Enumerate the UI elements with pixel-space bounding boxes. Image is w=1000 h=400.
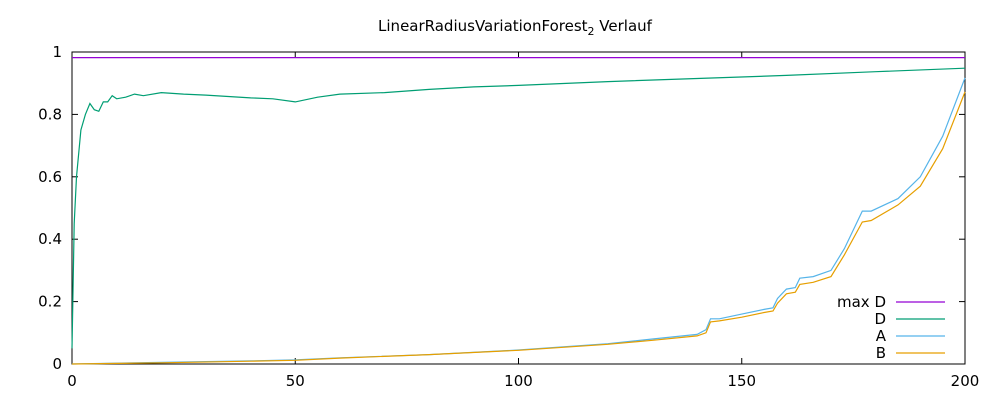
x-tick-label: 150 xyxy=(727,372,756,390)
series-line-b xyxy=(71,91,966,365)
x-tick-label: 0 xyxy=(67,372,77,390)
legend-label: B xyxy=(876,344,886,362)
legend-label: D xyxy=(874,310,886,328)
plot-border xyxy=(71,51,966,365)
x-tick-label: 100 xyxy=(504,372,533,390)
series-line-a xyxy=(71,77,966,365)
y-tick-label: 0 xyxy=(52,355,62,373)
y-tick-label: 0.8 xyxy=(38,105,62,123)
y-tick-label: 0.6 xyxy=(38,168,62,186)
y-tick-label: 0.4 xyxy=(38,230,62,248)
y-tick-label: 0.2 xyxy=(38,293,62,311)
legend-label: A xyxy=(876,327,887,345)
chart-title: LinearRadiusVariationForest2 Verlauf xyxy=(378,17,653,38)
x-tick-label: 200 xyxy=(951,372,980,390)
legend-label: max D xyxy=(837,293,886,311)
x-tick-label: 50 xyxy=(286,372,305,390)
series-line-d xyxy=(71,67,966,349)
y-tick-label: 1 xyxy=(52,43,62,61)
